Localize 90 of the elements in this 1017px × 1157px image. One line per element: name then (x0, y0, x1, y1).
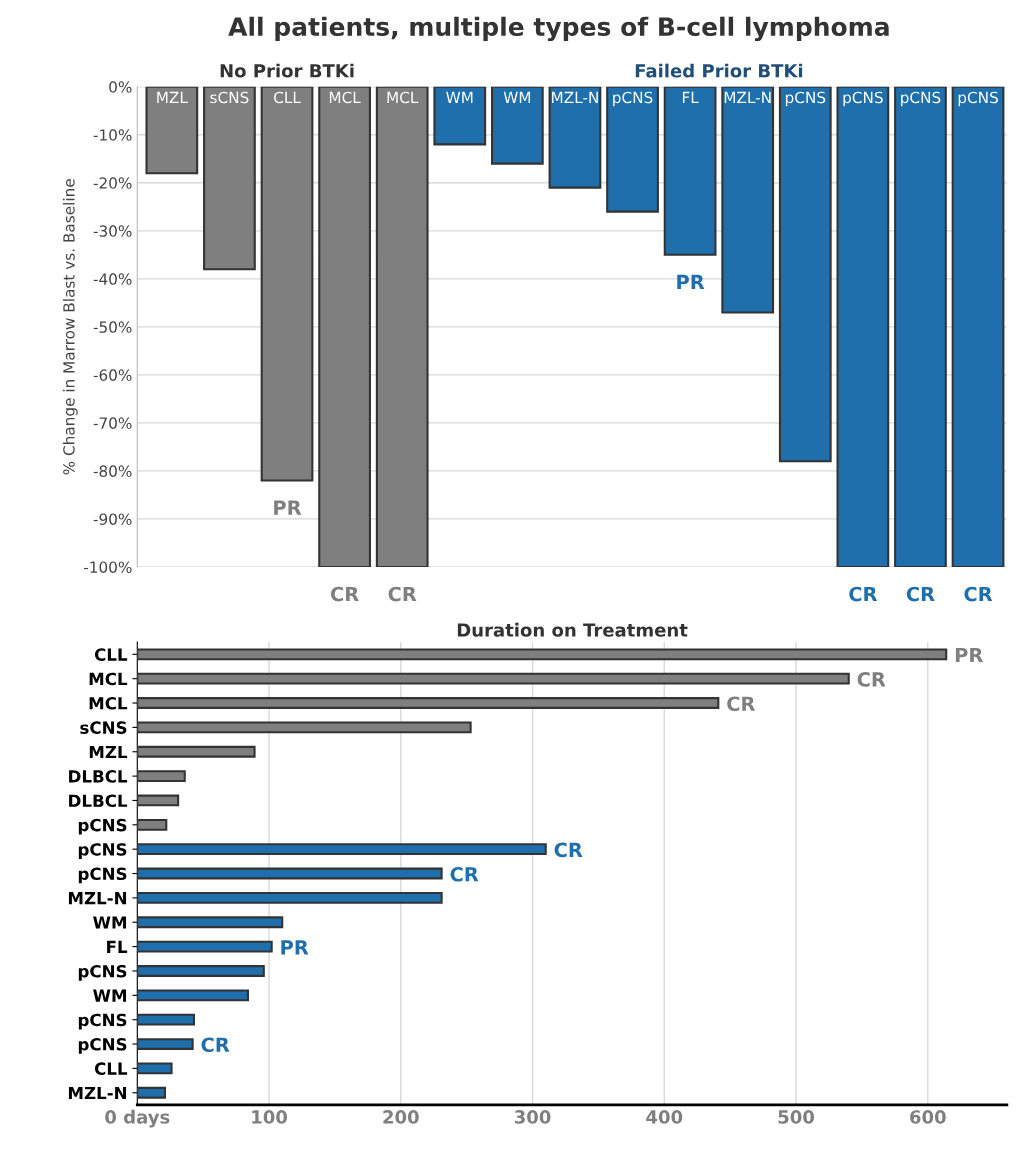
data-label: CR (849, 586, 878, 602)
y-tick-label: WM (93, 989, 127, 1002)
bar (137, 843, 547, 856)
x-tick-label: pCNS (958, 91, 998, 107)
y-tick-label: -60% (93, 369, 132, 381)
bar (137, 1038, 194, 1050)
y-tick-label: MZL-N (68, 892, 127, 905)
y-tick-label: MCL (89, 672, 128, 686)
x-tick-label: MZL-N (552, 91, 598, 103)
x-tick-label: MZL (157, 91, 188, 103)
y-tick-label: -30% (93, 225, 132, 237)
y-tick-label: FL (107, 940, 128, 953)
x-tick-label: MCL (387, 91, 419, 104)
x-tick-label: pCNS (901, 91, 941, 107)
y-tick-label: -100% (83, 561, 132, 573)
x-tick-label: FL (682, 91, 699, 103)
x-tick-label: pCNS (785, 91, 826, 107)
y-tick-label: pCNS (78, 1038, 127, 1054)
y-tick-label: pCNS (78, 1013, 127, 1030)
x-tick-label: sCNS (210, 91, 249, 104)
data-label: CR (388, 586, 417, 602)
x-tick-label: WM (503, 91, 531, 103)
x-tick-label: pCNS (843, 91, 883, 107)
data-label: CR (727, 696, 756, 712)
y-tick-label: CLL (94, 1062, 128, 1075)
y-tick-label: CLL (94, 648, 128, 661)
bar (137, 818, 168, 831)
data-label: PR (955, 647, 983, 663)
data-label: CR (964, 586, 993, 602)
text: No Prior BTKi (220, 63, 354, 78)
y-tick-label: -70% (93, 417, 132, 429)
x-tick-label: WM (446, 91, 473, 103)
y-tick-label: pCNS (78, 818, 127, 835)
data-label: CR (201, 1037, 230, 1053)
bar (137, 916, 284, 929)
x-tick-label: 400 (646, 1110, 683, 1124)
x-tick-label: 500 (778, 1110, 815, 1124)
y-tick-label: MZL (89, 745, 128, 759)
data-label: CR (857, 672, 886, 687)
bar (137, 867, 443, 880)
y-tick-label: MCL (89, 696, 128, 710)
x-tick-label: 600 (910, 1110, 946, 1124)
data-label: CR (906, 586, 935, 602)
y-tick-label: -50% (93, 321, 132, 333)
x-tick-label: MCL (329, 91, 361, 104)
x-tick-label: 300 (514, 1110, 551, 1124)
bar (137, 770, 186, 783)
bar (137, 697, 720, 709)
y-tick-label: pCNS (78, 843, 127, 859)
bar (137, 1062, 173, 1075)
bar (137, 1086, 166, 1099)
x-tick-label: 200 (383, 1110, 419, 1124)
data-label: PR (274, 500, 302, 515)
data-label: PR (677, 274, 705, 289)
bar (137, 721, 472, 734)
data-label: CR (450, 866, 479, 882)
bar (137, 794, 180, 807)
text: Failed Prior BTKi (635, 63, 803, 78)
y-tick-label: MZL-N (68, 1086, 127, 1100)
bar (137, 672, 850, 685)
y-tick-label: -40% (93, 273, 132, 285)
bar (137, 648, 948, 661)
data-label: CR (554, 842, 583, 858)
x-tick-label: CLL (274, 91, 301, 104)
y-tick-label: WM (93, 916, 127, 929)
y-tick-label: sCNS (80, 721, 127, 734)
y-tick-label: -90% (93, 513, 132, 525)
x-tick-label: MZL-N (724, 91, 771, 103)
bar (137, 965, 265, 977)
y-tick-label: 0% (109, 81, 132, 93)
y-tick-label: -10% (93, 129, 132, 141)
y-tick-label: DLBCL (69, 770, 128, 783)
y-tick-label: -80% (93, 465, 132, 477)
x-tick-label: pCNS (613, 91, 653, 107)
bar (137, 940, 273, 953)
data-label: PR (281, 940, 309, 955)
bar (137, 1013, 195, 1026)
x-tick-label: 100 (252, 1110, 288, 1124)
y-tick-label: -20% (93, 177, 132, 189)
chart-title: All patients, multiple types of B-cell lymphoma (228, 16, 889, 42)
data-label: CR (330, 586, 359, 602)
chart-title: Duration on Treatment (457, 622, 688, 637)
y-tick-label: DLBCL (69, 794, 128, 808)
y-axis-title: % Change in Marrow Blast vs. Baseline (62, 179, 78, 475)
x-tick-label: 0 days (105, 1109, 170, 1128)
bar (137, 745, 256, 758)
bar (137, 989, 249, 1002)
bar (137, 891, 443, 904)
y-tick-label: pCNS (78, 964, 127, 981)
y-tick-label: pCNS (78, 867, 127, 884)
